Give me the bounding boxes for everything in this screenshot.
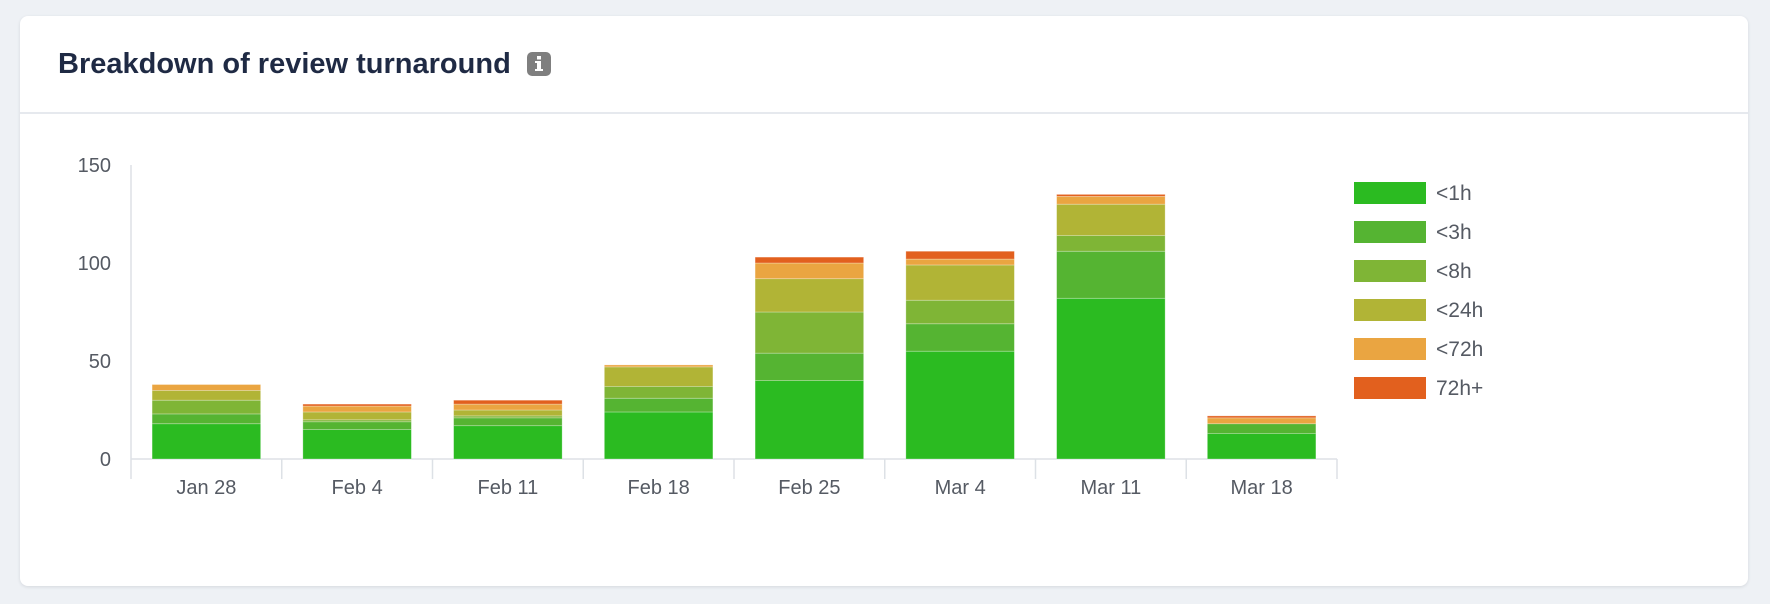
bar-segment bbox=[1056, 235, 1166, 252]
bar-segment bbox=[603, 386, 714, 399]
chart-card: Breakdown of review turnaround 0 50 100 150… bbox=[20, 16, 1748, 586]
bar-segment bbox=[905, 264, 1015, 301]
bar-segment bbox=[754, 256, 865, 264]
y-tick-label: 0 bbox=[100, 449, 111, 471]
bar-segment bbox=[603, 366, 714, 387]
bar-segment bbox=[302, 403, 412, 407]
legend-swatch bbox=[1354, 221, 1426, 243]
bar-segment bbox=[905, 299, 1015, 325]
bar-segment bbox=[151, 384, 262, 391]
bar-segment bbox=[905, 250, 1015, 260]
legend-swatch bbox=[1354, 182, 1426, 204]
x-tick-label: Feb 18 bbox=[627, 477, 689, 499]
x-tick-label: Feb 11 bbox=[477, 477, 538, 499]
legend-swatch bbox=[1354, 338, 1426, 360]
bar-segment bbox=[302, 405, 412, 413]
bar-segment bbox=[1056, 250, 1166, 299]
bar-segment bbox=[1056, 297, 1166, 460]
bar-segment bbox=[754, 380, 865, 460]
bar-segment bbox=[302, 429, 412, 460]
bar-segment bbox=[453, 417, 563, 427]
bar-segment bbox=[1206, 423, 1317, 434]
legend-label: 72h+ bbox=[1436, 377, 1483, 400]
bar-segment bbox=[302, 421, 412, 431]
x-tick-label: Mar 11 bbox=[1080, 477, 1141, 499]
legend-swatch bbox=[1354, 377, 1426, 399]
legend-label: <24h bbox=[1436, 299, 1483, 322]
bar-segment bbox=[151, 423, 262, 460]
bar-segment bbox=[754, 311, 865, 354]
bar-segment bbox=[302, 411, 412, 421]
bar-segment bbox=[453, 409, 563, 417]
bar-segment bbox=[1206, 415, 1317, 419]
bar-segment bbox=[754, 352, 865, 382]
x-tick-label: Feb 4 bbox=[332, 477, 383, 499]
chart-area: 0 50 100 150 Jan 28 Feb 4 Feb 11 Feb 18 Feb 25 Ma… bbox=[20, 116, 1748, 586]
bar-segment bbox=[603, 364, 714, 368]
bar-segment bbox=[151, 389, 262, 401]
x-tick-label: Jan 28 bbox=[176, 477, 236, 499]
card-header: Breakdown of review turnaround bbox=[20, 16, 1748, 114]
y-tick-label: 100 bbox=[78, 253, 111, 275]
bar-segment bbox=[905, 350, 1015, 460]
bar-segment bbox=[1056, 194, 1166, 197]
bar-segment bbox=[453, 425, 563, 460]
x-tick-label: Mar 4 bbox=[935, 477, 986, 499]
bar-segment bbox=[754, 278, 865, 313]
legend-label: <72h bbox=[1436, 338, 1483, 361]
x-tick-label: Mar 18 bbox=[1231, 477, 1293, 499]
legend-label: <8h bbox=[1436, 260, 1472, 283]
bar-segment bbox=[453, 399, 563, 405]
y-tick-label: 150 bbox=[78, 155, 111, 177]
chart-title: Breakdown of review turnaround bbox=[58, 47, 511, 80]
x-tick-label: Feb 25 bbox=[778, 477, 840, 499]
bar-segment bbox=[151, 413, 262, 425]
stacked-bar-chart: 0 50 100 150 Jan 28 Feb 4 Feb 11 Feb 18 Feb 25 Ma… bbox=[78, 155, 1484, 499]
legend-swatch bbox=[1354, 260, 1426, 282]
bar-segment bbox=[754, 262, 865, 280]
y-tick-label: 50 bbox=[89, 351, 111, 373]
info-icon[interactable] bbox=[526, 52, 551, 76]
bar-segment bbox=[603, 411, 714, 460]
bar-segment bbox=[453, 403, 563, 411]
bar-segment bbox=[1056, 203, 1166, 236]
bar-segment bbox=[1056, 195, 1166, 205]
bar-segment bbox=[151, 399, 262, 415]
bar-segment bbox=[603, 397, 714, 413]
bar-segment bbox=[1206, 417, 1317, 425]
legend-label: <1h bbox=[1436, 182, 1472, 205]
legend-label: <3h bbox=[1436, 221, 1472, 244]
bar-segment bbox=[905, 258, 1015, 266]
bar-segment bbox=[1206, 433, 1317, 460]
bar-segment bbox=[905, 323, 1015, 352]
legend-swatch bbox=[1354, 299, 1426, 321]
